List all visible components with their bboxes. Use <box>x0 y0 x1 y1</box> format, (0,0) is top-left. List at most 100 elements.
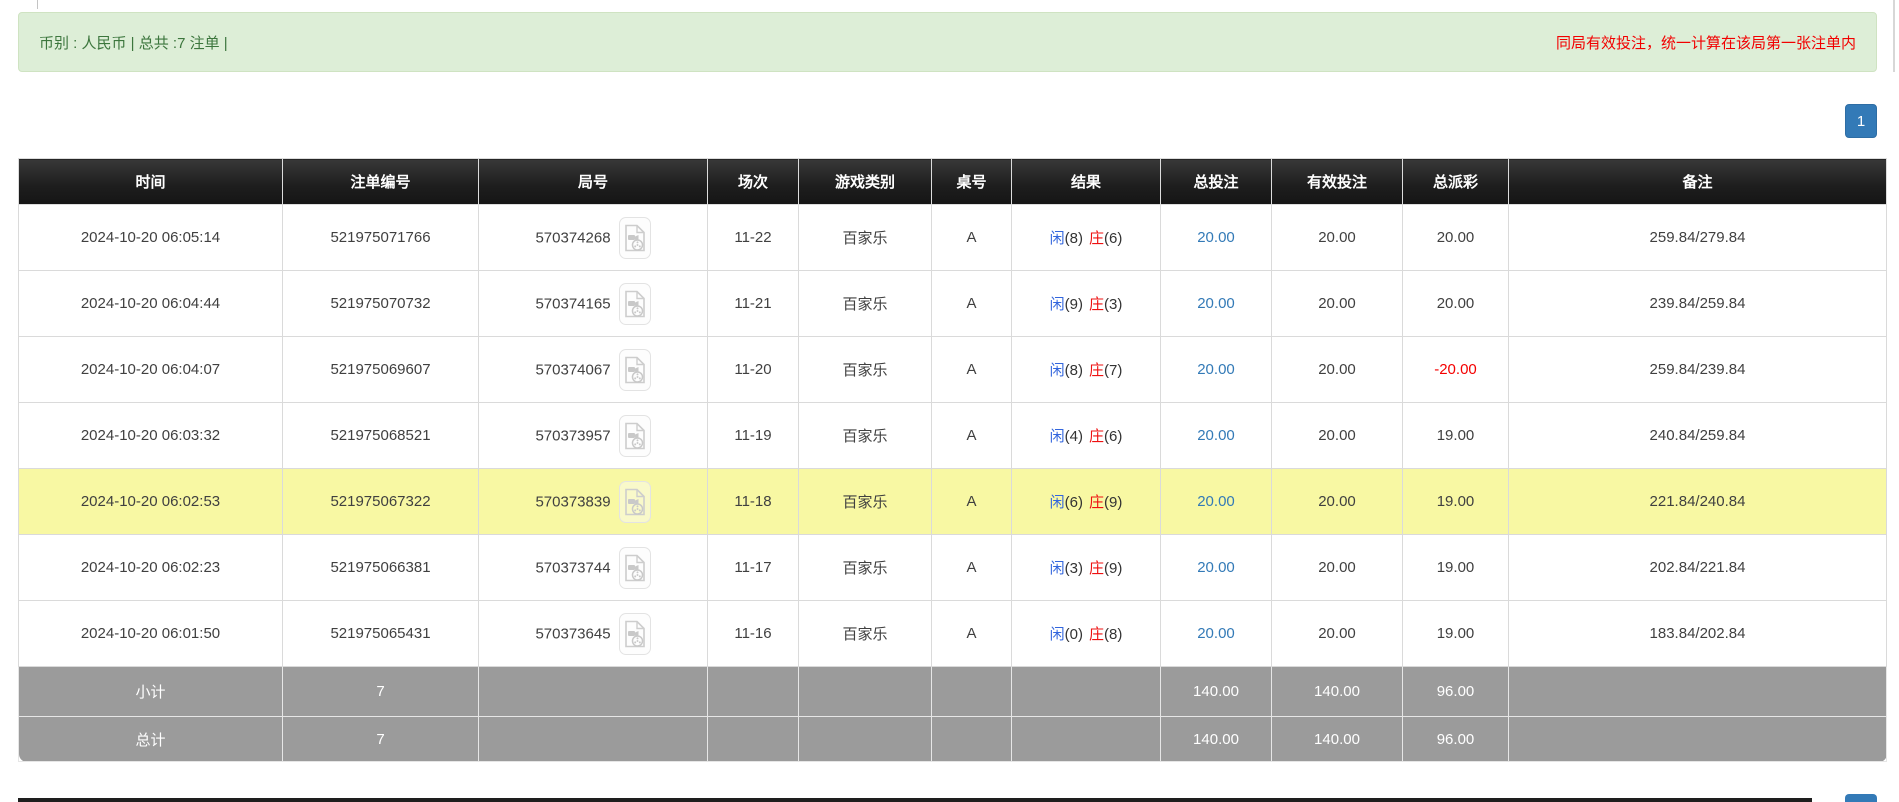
video-replay-button[interactable] <box>618 348 651 391</box>
player-score: (9) <box>1064 296 1083 313</box>
header-payout: 总派彩 <box>1402 158 1509 205</box>
cell-total-bet: 20.00 <box>1160 468 1272 535</box>
cell-session: 11-22 <box>707 204 799 271</box>
cell-payout: 20.00 <box>1402 270 1509 337</box>
header-remark: 备注 <box>1508 158 1887 205</box>
header-round-id: 局号 <box>478 158 708 205</box>
cell-payout: 19.00 <box>1402 468 1509 535</box>
cell-valid-bet: 20.00 <box>1271 270 1403 337</box>
cell-remark: 259.84/279.84 <box>1508 204 1887 271</box>
total-bet-link[interactable]: 20.00 <box>1197 427 1235 444</box>
cell-round-id: 570374268 <box>478 204 708 271</box>
player-label: 闲 <box>1049 362 1065 379</box>
next-section-table-top-border <box>18 798 1812 802</box>
cell-time: 2024-10-20 06:01:50 <box>18 600 283 667</box>
cell-payout: 19.00 <box>1402 600 1509 667</box>
subtotal-label: 小计 <box>18 666 283 717</box>
currency-summary-text: 币别 : 人民币 | 总共 :7 注单 | <box>39 34 228 52</box>
video-replay-button[interactable] <box>618 612 651 655</box>
table-row: 2024-10-20 06:02:23 521975066381 5703737… <box>18 534 1887 601</box>
cell-bet-id: 521975065431 <box>282 600 479 667</box>
grand-total-label: 总计 <box>18 716 283 762</box>
video-replay-button[interactable] <box>618 414 651 457</box>
table-row: 2024-10-20 06:04:07 521975069607 5703740… <box>18 336 1887 403</box>
cell-table-no: A <box>931 270 1012 337</box>
player-label: 闲 <box>1049 230 1065 247</box>
cell-result: 闲(3) 庄(9) <box>1011 534 1161 601</box>
cell-remark: 240.84/259.84 <box>1508 402 1887 469</box>
header-valid-bet: 有效投注 <box>1271 158 1403 205</box>
banker-score: (8) <box>1104 626 1123 643</box>
total-bet-link[interactable]: 20.00 <box>1197 493 1235 510</box>
total-bet-link[interactable]: 20.00 <box>1197 229 1235 246</box>
header-session: 场次 <box>707 158 799 205</box>
banker-score: (6) <box>1104 230 1123 247</box>
cell-bet-id: 521975066381 <box>282 534 479 601</box>
top-divider-tick <box>37 0 38 9</box>
player-label: 闲 <box>1049 626 1065 643</box>
cell-game-type: 百家乐 <box>798 402 932 469</box>
total-bet-link[interactable]: 20.00 <box>1197 625 1235 642</box>
grand-total-total-bet: 140.00 <box>1160 716 1272 762</box>
header-total-bet: 总投注 <box>1160 158 1272 205</box>
cell-time: 2024-10-20 06:02:23 <box>18 534 283 601</box>
video-replay-icon <box>624 422 645 449</box>
cell-valid-bet: 20.00 <box>1271 468 1403 535</box>
cell-result: 闲(8) 庄(6) <box>1011 204 1161 271</box>
bottom-pagination-button-cutoff[interactable] <box>1845 794 1877 802</box>
cell-round-id: 570373744 <box>478 534 708 601</box>
cell-remark: 239.84/259.84 <box>1508 270 1887 337</box>
cell-time: 2024-10-20 06:04:44 <box>18 270 283 337</box>
cell-game-type: 百家乐 <box>798 468 932 535</box>
cell-total-bet: 20.00 <box>1160 336 1272 403</box>
cell-payout: 19.00 <box>1402 534 1509 601</box>
total-bet-link[interactable]: 20.00 <box>1197 295 1235 312</box>
cell-payout: 19.00 <box>1402 402 1509 469</box>
cell-session: 11-21 <box>707 270 799 337</box>
cell-payout: 20.00 <box>1402 204 1509 271</box>
pagination-page-1-button[interactable]: 1 <box>1845 104 1877 138</box>
cell-result: 闲(0) 庄(8) <box>1011 600 1161 667</box>
cell-round-id: 570374165 <box>478 270 708 337</box>
video-replay-icon <box>624 224 645 251</box>
cell-session: 11-19 <box>707 402 799 469</box>
cell-bet-id: 521975070732 <box>282 270 479 337</box>
total-bet-link[interactable]: 20.00 <box>1197 559 1235 576</box>
player-score: (8) <box>1064 230 1083 247</box>
cell-round-id: 570374067 <box>478 336 708 403</box>
video-replay-button[interactable] <box>618 282 651 325</box>
table-row: 2024-10-20 06:01:50 521975065431 5703736… <box>18 600 1887 667</box>
banker-label: 庄 <box>1089 494 1105 511</box>
cell-total-bet: 20.00 <box>1160 534 1272 601</box>
subtotal-valid-bet: 140.00 <box>1271 666 1403 717</box>
subtotal-count: 7 <box>282 666 479 717</box>
subtotal-row: 小计 7 140.00 140.00 96.00 <box>18 666 1887 717</box>
banker-score: (7) <box>1104 362 1123 379</box>
banker-label: 庄 <box>1089 626 1105 643</box>
header-bet-id: 注单编号 <box>282 158 479 205</box>
round-id-text: 570373645 <box>535 625 611 642</box>
header-time: 时间 <box>18 158 283 205</box>
banker-score: (9) <box>1104 560 1123 577</box>
grand-total-count: 7 <box>282 716 479 762</box>
bet-records-table: 时间 注单编号 局号 场次 游戏类别 桌号 结果 总投注 有效投注 总派彩 备注… <box>18 158 1887 762</box>
total-bet-link[interactable]: 20.00 <box>1197 361 1235 378</box>
video-replay-button[interactable] <box>618 216 651 259</box>
cell-game-type: 百家乐 <box>798 336 932 403</box>
video-replay-icon <box>624 620 645 647</box>
player-label: 闲 <box>1049 560 1065 577</box>
cell-valid-bet: 20.00 <box>1271 204 1403 271</box>
cell-total-bet: 20.00 <box>1160 204 1272 271</box>
banker-label: 庄 <box>1089 362 1105 379</box>
video-replay-button[interactable] <box>618 480 651 523</box>
grand-total-valid-bet: 140.00 <box>1271 716 1403 762</box>
header-game-type: 游戏类别 <box>798 158 932 205</box>
player-score: (6) <box>1064 494 1083 511</box>
cell-valid-bet: 20.00 <box>1271 534 1403 601</box>
video-replay-button[interactable] <box>618 546 651 589</box>
cell-session: 11-16 <box>707 600 799 667</box>
player-score: (8) <box>1064 362 1083 379</box>
cell-game-type: 百家乐 <box>798 600 932 667</box>
cell-table-no: A <box>931 600 1012 667</box>
cell-total-bet: 20.00 <box>1160 270 1272 337</box>
